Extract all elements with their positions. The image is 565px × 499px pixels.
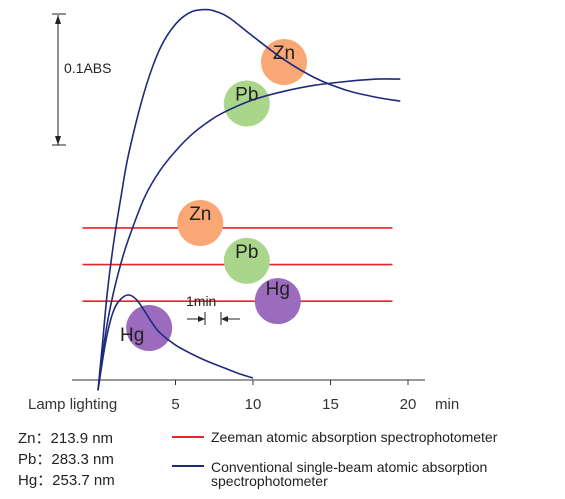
conventional-series: [97, 8, 401, 391]
conventional-curve-hg: [97, 294, 254, 391]
scale-bar-arrow-up: [55, 15, 61, 24]
x-axis-unit-label: min: [435, 396, 459, 413]
x-tick-label-15: 15: [322, 396, 339, 413]
conventional-curve-zn: [97, 8, 401, 391]
conventional-curve-pb: [97, 78, 401, 391]
marker-label-conventional-hg: Hg: [120, 325, 144, 346]
marker-label-zeeman-hg: Hg: [266, 279, 290, 300]
marker-conventional-hg: [126, 304, 173, 351]
scale-bar-arrow-down: [55, 136, 61, 145]
scale-bar-label: 0.1ABS: [64, 60, 111, 76]
marker-label-conventional-zn: Zn: [273, 43, 295, 64]
x-tick-label-20: 20: [400, 396, 417, 413]
absorbance-scale-bar: 0.1ABS: [52, 13, 111, 146]
x-tick-label-10: 10: [245, 396, 262, 413]
one-minute-label: 1min: [186, 293, 216, 309]
marker-conventional-pb: [223, 80, 270, 127]
legend: Zeeman atomic absorption spectrophotomet…: [172, 429, 498, 489]
wavelength-zn: Zn：213.9 nm: [18, 430, 113, 447]
x-axis-start-label: Lamp lighting: [28, 396, 117, 413]
marker-zeeman-zn: [177, 200, 224, 247]
marker-label-zeeman-zn: Zn: [189, 204, 211, 225]
one-minute-indicator: 1min: [186, 293, 240, 325]
x-tick-label-5: 5: [171, 396, 179, 413]
wavelength-pb: Pb：283.3 nm: [18, 451, 114, 468]
wavelength-list: Zn：213.9 nm Pb：283.3 nm Hg：253.7 nm: [18, 430, 115, 489]
wavelength-hg: Hg：253.7 nm: [18, 472, 115, 489]
one-minute-arrow-right-head: [221, 316, 228, 322]
x-axis-ticks: 5 10 15 20: [171, 380, 416, 413]
legend-label-conventional: Conventional single-beam atomic absorpti…: [211, 459, 491, 489]
marker-zeeman-hg: [254, 278, 301, 325]
marker-zeeman-pb: [223, 237, 270, 284]
legend-label-zeeman: Zeeman atomic absorption spectrophotomet…: [211, 429, 498, 445]
marker-label-zeeman-pb: Pb: [235, 242, 258, 263]
one-minute-arrow-left-head: [198, 316, 205, 322]
marker-label-conventional-pb: Pb: [235, 85, 258, 106]
element-markers: [126, 39, 307, 351]
element-marker-labels: Zn Pb Zn Pb Hg Hg: [120, 43, 295, 346]
